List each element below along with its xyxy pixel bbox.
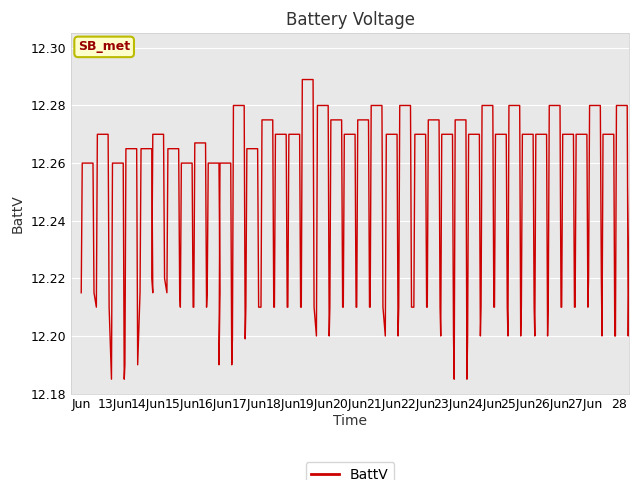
- Title: Battery Voltage: Battery Voltage: [285, 11, 415, 29]
- Text: SB_met: SB_met: [78, 40, 130, 53]
- X-axis label: Time: Time: [333, 414, 367, 428]
- Y-axis label: BattV: BattV: [11, 194, 25, 233]
- Legend: BattV: BattV: [306, 462, 394, 480]
